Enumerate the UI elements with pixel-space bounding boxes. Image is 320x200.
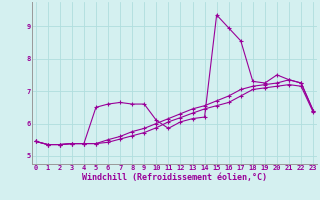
- X-axis label: Windchill (Refroidissement éolien,°C): Windchill (Refroidissement éolien,°C): [82, 173, 267, 182]
